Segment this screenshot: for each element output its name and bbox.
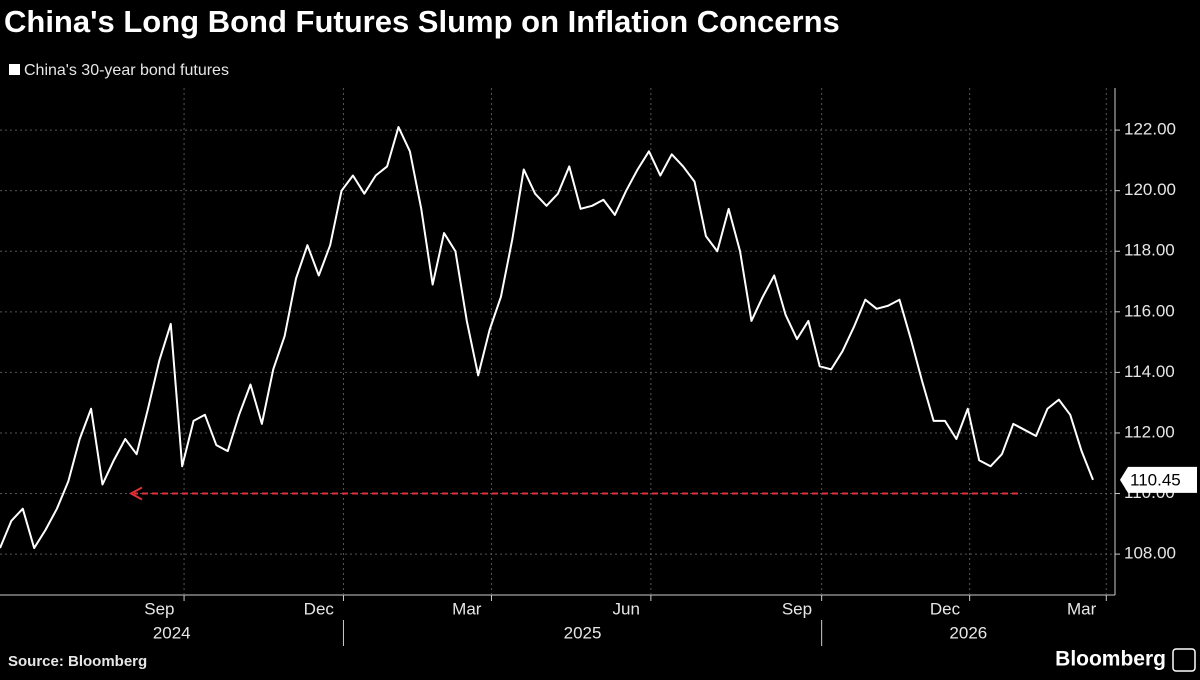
x-tick-label: Jun	[612, 599, 639, 618]
x-tick-label: Dec	[930, 599, 961, 618]
x-group-label: 2024	[153, 623, 191, 642]
x-tick-label: Dec	[304, 599, 335, 618]
y-tick-label: 114.00	[1124, 362, 1175, 381]
x-tick-label: Mar	[452, 599, 482, 618]
y-tick-label: 122.00	[1124, 120, 1176, 139]
y-tick-label: 112.00	[1124, 422, 1175, 441]
source: Source: Bloomberg	[8, 653, 147, 670]
y-tick-label: 118.00	[1124, 241, 1175, 260]
x-tick-label: Sep	[144, 599, 174, 618]
last-value-box	[1120, 466, 1197, 493]
series-line	[0, 126, 1094, 550]
y-tick-label: 120.00	[1124, 180, 1176, 199]
legend-swatch	[9, 64, 20, 75]
x-tick-label: Mar	[1067, 599, 1097, 618]
legend-label: China's 30-year bond futures	[24, 62, 229, 79]
x-group-label: 2025	[564, 623, 602, 642]
y-tick-label: 116.00	[1124, 301, 1175, 320]
y-tick-label: 108.00	[1124, 544, 1176, 563]
brand: Bloomberg	[1055, 648, 1166, 671]
x-group-label: 2026	[949, 623, 987, 642]
brand-icon	[1172, 648, 1196, 672]
x-tick-label: Sep	[782, 599, 812, 618]
chart-title: China's Long Bond Futures Slump on Infla…	[4, 4, 840, 39]
reference-arrowhead	[128, 486, 143, 501]
last-value-label: 110.45	[1130, 470, 1181, 489]
